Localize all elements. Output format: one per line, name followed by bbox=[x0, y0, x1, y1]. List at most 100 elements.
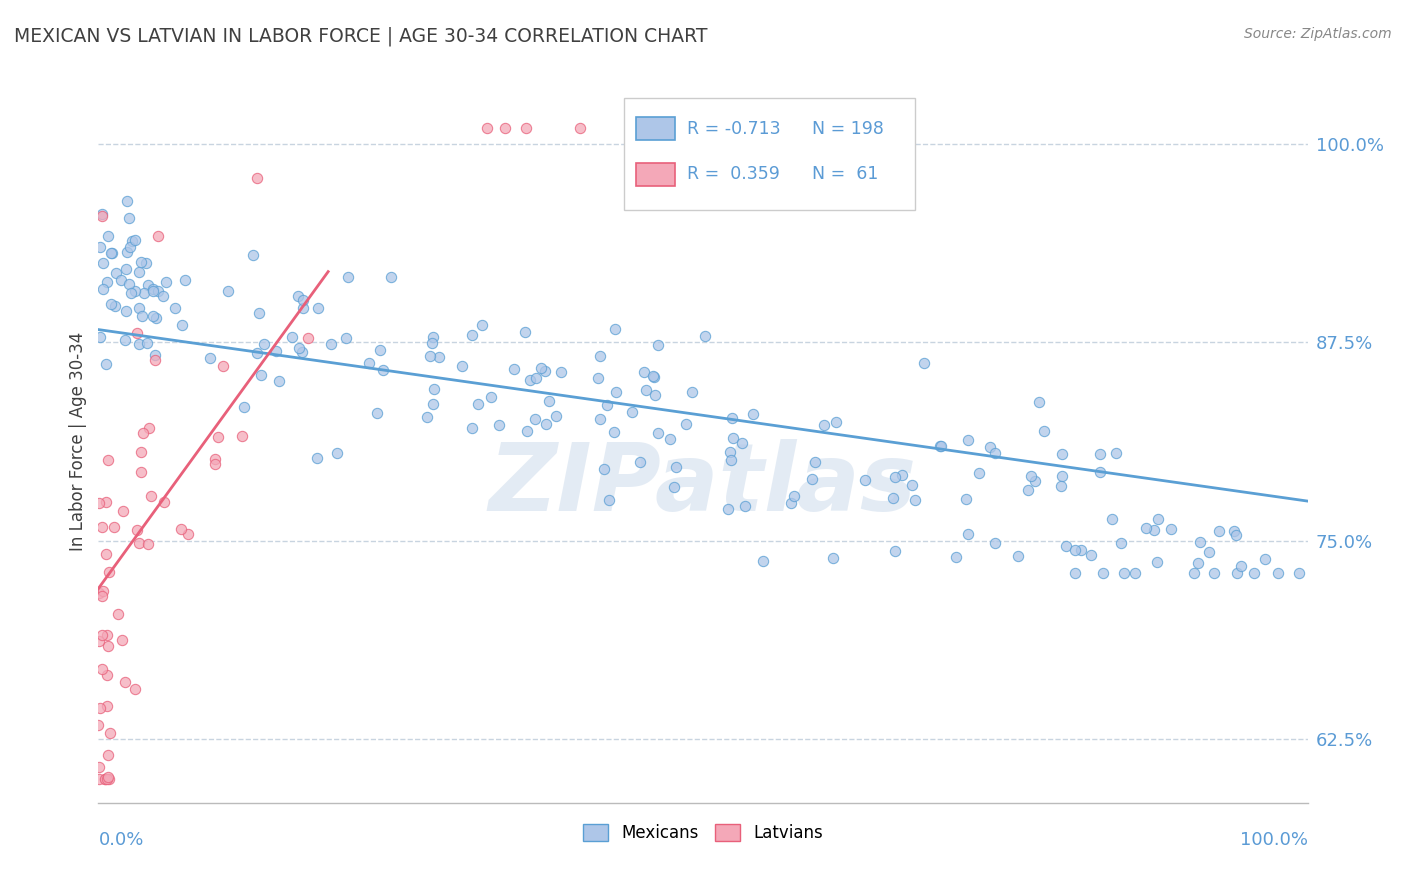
Point bbox=[717, 501, 740, 516]
Point bbox=[1188, 534, 1211, 549]
Point bbox=[516, 424, 538, 438]
Point bbox=[1050, 479, 1073, 493]
Point bbox=[89, 772, 111, 786]
Point bbox=[100, 245, 122, 260]
Point bbox=[136, 336, 159, 351]
Point bbox=[1226, 566, 1249, 580]
Point bbox=[177, 526, 200, 541]
Point bbox=[104, 299, 127, 313]
Point bbox=[143, 352, 166, 367]
Point bbox=[266, 343, 288, 358]
Text: MEXICAN VS LATVIAN IN LABOR FORCE | AGE 30-34 CORRELATION CHART: MEXICAN VS LATVIAN IN LABOR FORCE | AGE … bbox=[14, 27, 707, 46]
Point bbox=[537, 393, 560, 408]
Point bbox=[138, 421, 160, 435]
Point bbox=[335, 331, 357, 345]
Point bbox=[1050, 447, 1073, 461]
Point bbox=[422, 397, 444, 411]
Point bbox=[305, 451, 328, 466]
Point bbox=[1088, 447, 1111, 461]
Point bbox=[98, 565, 121, 579]
Point bbox=[89, 633, 111, 648]
Point bbox=[742, 407, 765, 421]
Point bbox=[1223, 524, 1246, 538]
Point bbox=[734, 499, 756, 513]
Text: N = 198: N = 198 bbox=[811, 120, 884, 137]
Point bbox=[246, 171, 269, 186]
Point bbox=[633, 366, 655, 380]
Point bbox=[502, 362, 524, 376]
Point bbox=[957, 526, 980, 541]
Point bbox=[416, 409, 439, 424]
Point bbox=[231, 429, 253, 443]
Point bbox=[118, 211, 141, 225]
Point bbox=[634, 384, 657, 398]
Point bbox=[1019, 468, 1042, 483]
Point bbox=[967, 467, 990, 481]
Point bbox=[90, 519, 112, 533]
Point bbox=[359, 356, 381, 370]
Point bbox=[422, 382, 444, 396]
Point bbox=[97, 229, 120, 244]
Point bbox=[681, 384, 703, 399]
Point bbox=[247, 306, 270, 320]
Point bbox=[96, 628, 118, 642]
Point bbox=[169, 522, 191, 536]
Point bbox=[603, 425, 626, 439]
Point bbox=[621, 405, 644, 419]
Point bbox=[544, 409, 567, 423]
Point bbox=[628, 455, 651, 469]
Point bbox=[731, 436, 754, 450]
Point bbox=[1007, 549, 1029, 563]
Point bbox=[589, 349, 612, 363]
Point bbox=[467, 396, 489, 410]
Point bbox=[420, 335, 443, 350]
Point bbox=[647, 338, 669, 352]
Point bbox=[695, 328, 717, 343]
Point bbox=[813, 418, 835, 433]
Point bbox=[253, 336, 276, 351]
Point bbox=[91, 584, 114, 599]
Point bbox=[1024, 474, 1046, 488]
Point bbox=[125, 523, 148, 537]
Point bbox=[165, 301, 187, 315]
Point bbox=[292, 301, 315, 315]
Point bbox=[1243, 566, 1265, 580]
Point bbox=[124, 233, 146, 247]
Point bbox=[1109, 536, 1132, 550]
Point bbox=[782, 489, 804, 503]
Point bbox=[121, 234, 143, 248]
Point bbox=[598, 493, 620, 508]
Point bbox=[984, 535, 1007, 549]
Point bbox=[524, 371, 547, 385]
Point bbox=[692, 120, 714, 135]
Point bbox=[114, 333, 136, 347]
Text: 100.0%: 100.0% bbox=[1240, 831, 1308, 849]
Point bbox=[132, 426, 155, 441]
Point bbox=[1123, 566, 1146, 580]
Point bbox=[111, 632, 134, 647]
Point bbox=[104, 266, 127, 280]
Point bbox=[1160, 522, 1182, 536]
Point bbox=[721, 411, 744, 425]
Point bbox=[1028, 395, 1050, 409]
Y-axis label: In Labor Force | Age 30-34: In Labor Force | Age 30-34 bbox=[69, 332, 87, 551]
Point bbox=[297, 331, 319, 345]
Point bbox=[98, 726, 121, 740]
Point bbox=[366, 406, 388, 420]
Point bbox=[120, 286, 142, 301]
Point bbox=[720, 453, 742, 467]
Point bbox=[824, 415, 846, 429]
Point bbox=[855, 473, 877, 487]
Point bbox=[155, 276, 177, 290]
Point bbox=[955, 491, 977, 506]
Point bbox=[107, 607, 129, 621]
Point bbox=[101, 245, 124, 260]
Point bbox=[779, 496, 801, 510]
Point bbox=[136, 536, 159, 550]
Point bbox=[97, 747, 120, 762]
Point bbox=[131, 310, 153, 324]
Point bbox=[112, 504, 135, 518]
Point bbox=[641, 368, 664, 383]
Point bbox=[87, 760, 110, 774]
Point bbox=[523, 412, 546, 426]
